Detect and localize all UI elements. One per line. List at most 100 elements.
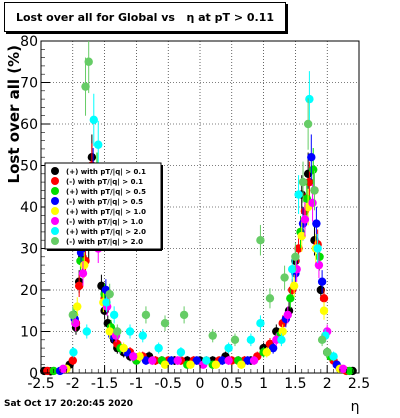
data-point — [265, 294, 275, 303]
data-point — [305, 94, 314, 104]
data-point — [160, 360, 170, 369]
data-point — [138, 331, 147, 340]
legend-marker — [51, 207, 59, 215]
data-point — [345, 366, 354, 376]
data-point — [329, 352, 338, 361]
data-point — [314, 260, 324, 270]
data-point — [277, 335, 286, 344]
x-tick-label: -2 — [66, 376, 80, 392]
legend-entry-label: (-) with pT/|q| > 0.1 — [66, 178, 143, 187]
y-tick-label: 0 — [29, 366, 38, 382]
legend-marker — [51, 197, 59, 205]
data-point — [154, 343, 163, 353]
x-tick-label: 2.5 — [348, 376, 370, 392]
data-point — [113, 327, 122, 336]
x-axis-label: η — [351, 399, 360, 414]
legend: (+) with pT/|q| > 0.1(-) with pT/|q| > 0… — [44, 162, 163, 251]
data-point — [280, 273, 289, 282]
data-point — [135, 352, 144, 361]
data-point — [309, 165, 318, 174]
data-point — [129, 352, 138, 361]
data-point — [286, 294, 295, 303]
x-tick-label: -0.5 — [155, 376, 182, 392]
data-point — [224, 343, 233, 353]
data-point — [141, 356, 151, 365]
data-point — [256, 319, 265, 328]
data-point — [316, 285, 326, 295]
data-point — [313, 244, 322, 253]
x-tick-label: 2 — [323, 376, 332, 392]
data-point — [308, 198, 317, 208]
data-point — [307, 153, 316, 162]
data-point — [148, 356, 157, 365]
data-point — [94, 140, 103, 149]
x-tick-label: -2.5 — [27, 376, 54, 392]
data-point — [78, 269, 88, 278]
legend-entry-label: (-) with pT/|q| > 0.5 — [66, 198, 143, 207]
data-point — [289, 281, 299, 291]
x-tick-label: -1 — [129, 376, 143, 392]
data-point — [246, 335, 256, 344]
data-point — [74, 281, 84, 291]
data-point — [208, 331, 217, 340]
y-tick-label: 60 — [20, 117, 38, 133]
y-tick-label: 50 — [20, 159, 38, 175]
data-point — [179, 310, 189, 320]
legend-marker — [51, 227, 59, 235]
data-point — [300, 215, 310, 224]
axes: -2.5 -2 -1.5 -1 -0.5 0 0.5 1 1.5 2 2.5 0 10 20 30 40 50 6… — [20, 34, 370, 392]
data-point — [102, 298, 111, 307]
legend-entry-label: (+) with pT/|q| > 0.1 — [66, 168, 146, 177]
x-tick-label: 1.5 — [284, 376, 306, 392]
x-tick-label: -1.5 — [91, 376, 118, 392]
data-point — [283, 310, 292, 320]
x-tick-label: 0.5 — [221, 376, 243, 392]
data-point — [338, 364, 348, 374]
data-point — [317, 277, 327, 286]
data-point — [125, 327, 135, 336]
data-point — [105, 289, 114, 299]
data-point — [237, 360, 246, 369]
data-point — [176, 348, 186, 357]
y-axis-label: Lost over all (%) — [5, 45, 23, 183]
data-point — [323, 348, 332, 357]
legend-marker — [51, 237, 59, 245]
data-point — [69, 348, 78, 357]
data-point — [230, 335, 240, 344]
data-point — [218, 356, 227, 365]
legend-marker — [51, 177, 59, 185]
legend-box — [44, 162, 162, 250]
y-tick-label: 20 — [20, 283, 38, 299]
data-point — [294, 190, 303, 199]
chart-title: Lost over all for Global vs η at pT > 0.… — [4, 2, 286, 32]
y-tick-label: 80 — [20, 34, 38, 50]
data-point — [288, 265, 297, 274]
data-point — [256, 236, 265, 245]
data-point — [202, 356, 211, 365]
timestamp: Sat Oct 17 20:20:45 2020 — [4, 399, 134, 409]
data-point — [310, 186, 319, 195]
legend-marker — [51, 187, 59, 195]
data-point — [317, 335, 327, 344]
y-tick-label: 40 — [20, 200, 38, 216]
data-point — [173, 356, 182, 365]
data-point — [312, 219, 321, 228]
data-point — [105, 327, 114, 336]
data-point — [68, 310, 78, 320]
data-point — [315, 252, 324, 261]
data-point — [80, 260, 89, 270]
data-point — [298, 177, 308, 187]
data-point — [186, 360, 195, 369]
legend-entry-label: (-) with pT/|q| > 1.0 — [66, 218, 143, 227]
data-point — [141, 310, 151, 320]
series-group — [59, 184, 348, 374]
data-point — [192, 356, 202, 365]
data-point — [81, 82, 90, 91]
data-point — [82, 327, 91, 336]
data-point — [119, 343, 128, 353]
x-tick-label: 0 — [196, 376, 205, 392]
legend-marker — [51, 167, 59, 175]
legend-marker — [51, 217, 59, 225]
